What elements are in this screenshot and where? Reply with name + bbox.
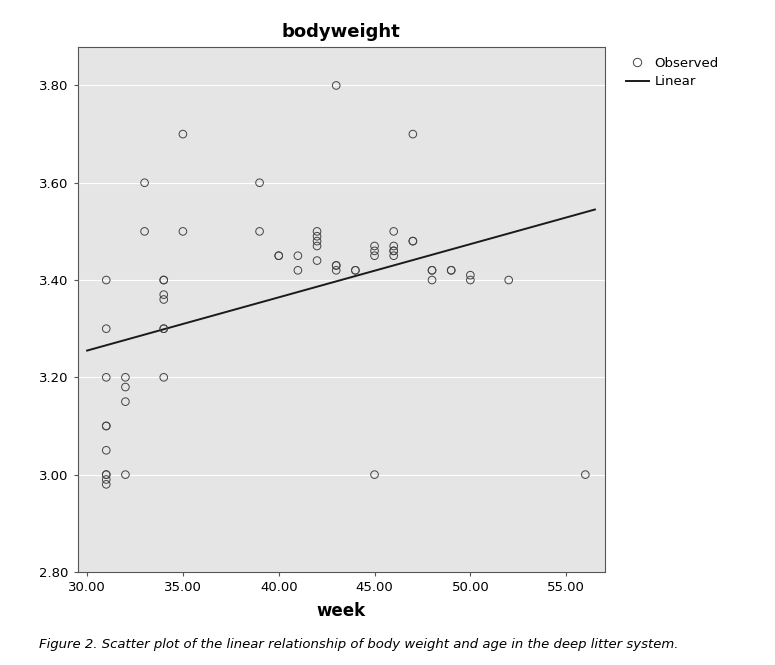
Point xyxy=(368,245,381,256)
Point xyxy=(407,236,419,247)
Point xyxy=(311,226,323,237)
Point xyxy=(119,396,132,407)
Point xyxy=(291,251,304,261)
Point xyxy=(368,241,381,251)
Point xyxy=(177,129,189,140)
Point xyxy=(291,265,304,275)
Point xyxy=(425,265,438,275)
Point xyxy=(157,275,170,285)
Point xyxy=(425,265,438,275)
Text: Figure 2. Scatter plot of the linear relationship of body weight and age in the : Figure 2. Scatter plot of the linear rel… xyxy=(39,638,678,652)
Point xyxy=(330,260,343,271)
Point xyxy=(368,469,381,480)
Point xyxy=(139,226,151,237)
Point xyxy=(502,275,515,285)
Point xyxy=(119,382,132,392)
Point xyxy=(100,469,112,480)
Point xyxy=(100,421,112,432)
Point xyxy=(157,323,170,334)
Point xyxy=(388,245,400,256)
Point xyxy=(350,265,362,275)
Point xyxy=(445,265,457,275)
Point xyxy=(157,323,170,334)
Point xyxy=(273,251,285,261)
Point xyxy=(464,275,477,285)
Point xyxy=(119,469,132,480)
Point xyxy=(579,469,591,480)
Legend: Observed, Linear: Observed, Linear xyxy=(622,53,723,92)
Point xyxy=(100,474,112,485)
Point xyxy=(177,226,189,237)
Point xyxy=(311,236,323,247)
Point xyxy=(100,479,112,489)
Point xyxy=(311,241,323,251)
Point xyxy=(119,372,132,382)
Point xyxy=(273,251,285,261)
Point xyxy=(311,231,323,241)
Point xyxy=(100,469,112,480)
Point xyxy=(157,294,170,305)
Point xyxy=(388,251,400,261)
Point xyxy=(368,251,381,261)
Point xyxy=(464,270,477,281)
Point xyxy=(388,226,400,237)
Point xyxy=(253,178,266,188)
Point xyxy=(157,372,170,382)
Point xyxy=(100,445,112,456)
Point xyxy=(350,265,362,275)
Point xyxy=(311,255,323,266)
Point xyxy=(253,226,266,237)
X-axis label: week: week xyxy=(316,602,366,620)
Point xyxy=(100,275,112,285)
Point xyxy=(425,275,438,285)
Point xyxy=(407,236,419,247)
Title: bodyweight: bodyweight xyxy=(281,23,401,41)
Point xyxy=(330,265,343,275)
Point xyxy=(388,245,400,256)
Point xyxy=(330,80,343,91)
Point xyxy=(139,178,151,188)
Point xyxy=(100,323,112,334)
Point xyxy=(407,129,419,140)
Point xyxy=(330,260,343,271)
Point xyxy=(445,265,457,275)
Point xyxy=(100,372,112,382)
Point xyxy=(157,289,170,300)
Point xyxy=(100,421,112,432)
Point xyxy=(388,241,400,251)
Point xyxy=(157,275,170,285)
